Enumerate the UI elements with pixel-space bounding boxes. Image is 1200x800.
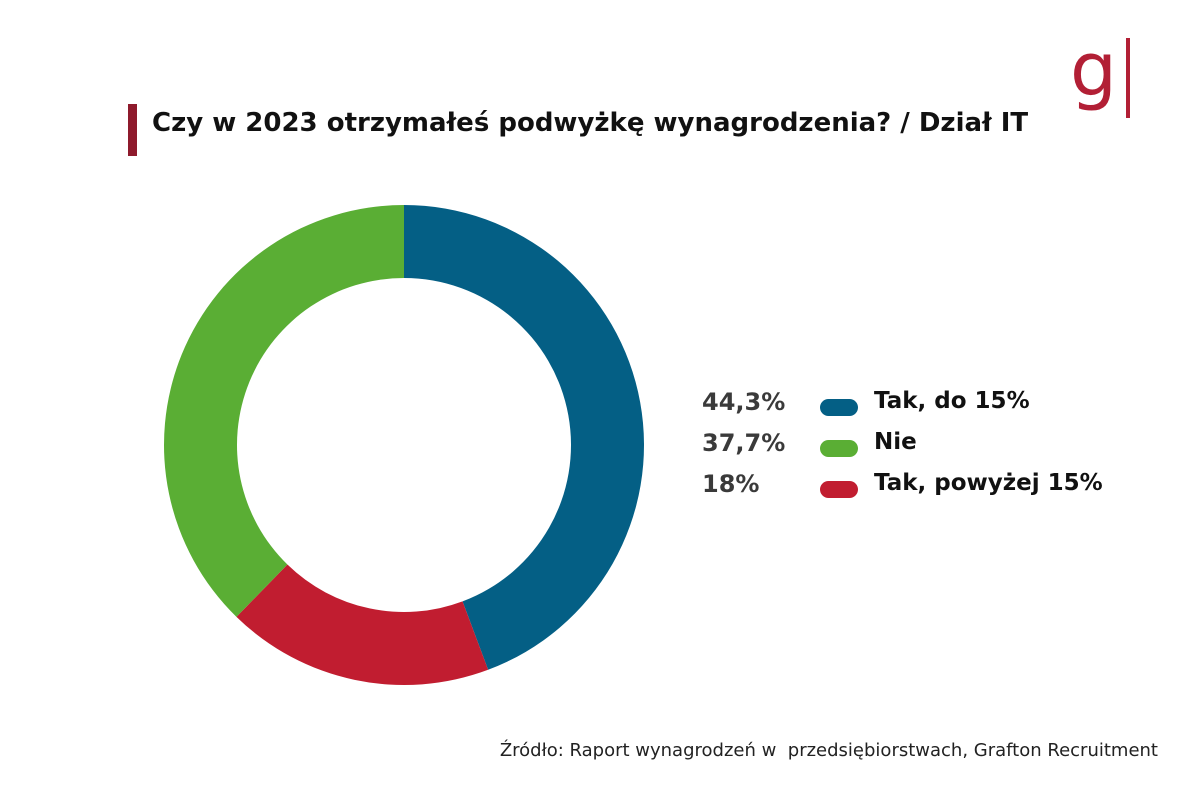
chart-legend: 44,3% Tak, do 15% 37,7% Nie 18% Tak, powyżej … bbox=[702, 388, 1142, 511]
title-accent-bar bbox=[128, 104, 137, 156]
legend-label: Nie bbox=[874, 429, 917, 455]
legend-swatch bbox=[820, 481, 858, 498]
legend-item: 18% Tak, powyżej 15% bbox=[702, 470, 1142, 511]
logo-bar bbox=[1126, 38, 1130, 118]
source-note: Źródło: Raport wynagrodzeń w przedsiębio… bbox=[499, 740, 1158, 761]
legend-label: Tak, powyżej 15% bbox=[874, 470, 1103, 496]
legend-swatch bbox=[820, 399, 858, 416]
legend-value: 37,7% bbox=[702, 429, 786, 457]
legend-value: 18% bbox=[702, 470, 760, 498]
legend-item: 44,3% Tak, do 15% bbox=[702, 388, 1142, 429]
chart-title: Czy w 2023 otrzymałeś podwyżkę wynagrodz… bbox=[152, 108, 1029, 138]
logo-letter: g bbox=[1070, 27, 1117, 113]
legend-item: 37,7% Nie bbox=[702, 429, 1142, 470]
legend-swatch bbox=[820, 440, 858, 457]
slice-tak-powyżej-15 bbox=[236, 564, 489, 685]
slice-tak-do-15 bbox=[404, 205, 645, 670]
legend-value: 44,3% bbox=[702, 388, 786, 416]
brand-logo: g bbox=[1070, 28, 1140, 120]
legend-label: Tak, do 15% bbox=[874, 388, 1030, 414]
slice-nie bbox=[163, 205, 404, 617]
